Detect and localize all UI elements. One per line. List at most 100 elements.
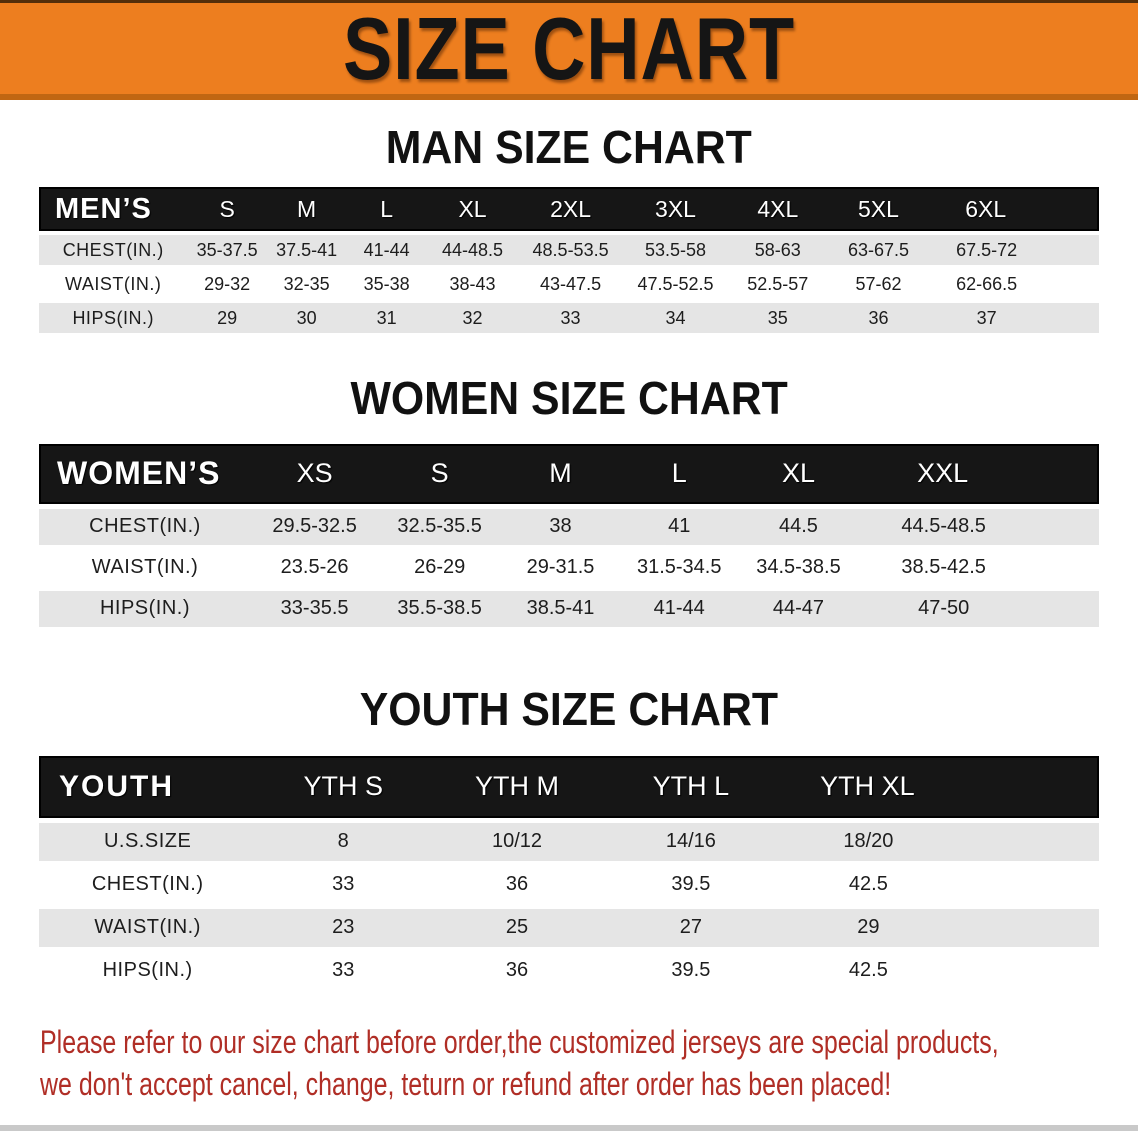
womens-size-table: WOMEN’S XS S M L XL XXL CHEST(IN.) 29.5-32.5 32.5… [39, 439, 1099, 632]
size-column-header: YTH S [256, 755, 431, 818]
size-column-header: YTH M [430, 755, 604, 818]
table-header-row: YOUTH YTH S YTH M YTH L YTH XL [39, 755, 1099, 818]
size-column-header: 2XL [518, 187, 624, 232]
table-header-row: MEN’S S M L XL 2XL 3XL 4XL 5XL 6XL [39, 187, 1099, 232]
size-value-cell: 67.5-72 [929, 235, 1099, 266]
size-value-cell: 30 [266, 303, 347, 334]
disclaimer-line-1: Please refer to our size chart before or… [40, 1023, 999, 1060]
table-title-cell: YOUTH [39, 755, 257, 818]
size-column-header: M [266, 187, 347, 232]
size-value-cell: 29.5-32.5 [251, 508, 379, 545]
size-value-cell: 37 [929, 303, 1099, 334]
size-value-cell: 31.5-34.5 [619, 549, 739, 586]
measurement-label: CHEST(IN.) [39, 508, 251, 545]
size-value-cell: 25 [430, 908, 604, 947]
size-value-cell: 35 [727, 303, 828, 334]
size-value-cell: 53.5-58 [623, 235, 728, 266]
measurement-label: HIPS(IN.) [39, 590, 251, 627]
size-column-header: M [501, 443, 620, 504]
section-heading-men: MAN SIZE CHART [0, 121, 1138, 173]
size-value-cell: 38-43 [426, 269, 519, 300]
banner: SIZE CHART [0, 0, 1138, 100]
size-value-cell: 32-35 [266, 269, 347, 300]
size-value-cell: 29 [777, 908, 1099, 947]
size-column-header: XXL [858, 443, 1099, 504]
size-value-cell: 33 [256, 865, 431, 904]
size-value-cell: 52.5-57 [727, 269, 828, 300]
measurement-row: HIPS(IN.) 33 36 39.5 42.5 [39, 951, 1099, 990]
table-title-cell: MEN’S [39, 187, 188, 232]
size-value-cell: 31 [346, 303, 427, 334]
size-value-cell: 34 [623, 303, 728, 334]
size-column-header: L [619, 443, 739, 504]
size-value-cell: 32.5-35.5 [378, 508, 502, 545]
size-value-cell: 41-44 [346, 235, 427, 266]
size-value-cell: 41 [619, 508, 739, 545]
size-value-cell: 44.5 [738, 508, 859, 545]
size-value-cell: 39.5 [603, 865, 778, 904]
size-value-cell: 63-67.5 [827, 235, 930, 266]
size-column-header: 4XL [727, 187, 828, 232]
table-title-cell: WOMEN’S [39, 443, 251, 504]
size-value-cell: 18/20 [777, 822, 1099, 861]
measurement-row: HIPS(IN.) 33-35.5 35.5-38.5 38.5-41 41-44 44-… [39, 590, 1099, 627]
disclaimer-line-2: we don't accept cancel, change, teturn o… [40, 1066, 892, 1103]
size-value-cell: 43-47.5 [518, 269, 624, 300]
size-value-cell: 58-63 [727, 235, 828, 266]
size-column-header: YTH L [603, 755, 778, 818]
size-column-header: XL [426, 187, 519, 232]
size-value-cell: 29-31.5 [501, 549, 620, 586]
measurement-row: WAIST(IN.) 29-32 32-35 35-38 38-43 43-47.5 47.… [39, 269, 1099, 300]
size-value-cell: 38.5-42.5 [858, 549, 1099, 586]
size-value-cell: 36 [430, 865, 604, 904]
size-value-cell: 44-48.5 [426, 235, 519, 266]
size-column-header: S [187, 187, 267, 232]
size-value-cell: 36 [827, 303, 930, 334]
size-column-header: 6XL [929, 187, 1099, 232]
section-heading-youth: YOUTH SIZE CHART [0, 682, 1138, 735]
size-column-header: XL [738, 443, 859, 504]
size-value-cell: 37.5-41 [266, 235, 347, 266]
size-column-header: YTH XL [777, 755, 1099, 818]
size-column-header: S [378, 443, 502, 504]
size-value-cell: 35-37.5 [187, 235, 267, 266]
size-value-cell: 8 [256, 822, 431, 861]
size-value-cell: 10/12 [430, 822, 604, 861]
size-value-cell: 62-66.5 [929, 269, 1099, 300]
size-value-cell: 33-35.5 [251, 590, 379, 627]
size-value-cell: 38.5-41 [501, 590, 620, 627]
measurement-label: U.S.SIZE [39, 822, 257, 861]
measurement-row: CHEST(IN.) 29.5-32.5 32.5-35.5 38 41 44.5 44.5… [39, 508, 1099, 545]
section-heading-men-text: MAN SIZE CHART [385, 121, 752, 173]
size-value-cell: 23.5-26 [251, 549, 379, 586]
measurement-row: WAIST(IN.) 23 25 27 29 [39, 908, 1099, 947]
size-value-cell: 41-44 [619, 590, 739, 627]
size-value-cell: 33 [518, 303, 624, 334]
size-value-cell: 57-62 [827, 269, 930, 300]
size-value-cell: 34.5-38.5 [738, 549, 859, 586]
size-value-cell: 39.5 [603, 951, 778, 990]
size-value-cell: 47.5-52.5 [623, 269, 728, 300]
banner-title: SIZE CHART [343, 0, 795, 98]
measurement-label: WAIST(IN.) [39, 908, 257, 947]
bottom-divider [0, 1125, 1138, 1131]
size-value-cell: 38 [501, 508, 620, 545]
measurement-row: U.S.SIZE 8 10/12 14/16 18/20 [39, 822, 1099, 861]
youth-size-table: YOUTH YTH S YTH M YTH L YTH XL U.S.SIZE 8 10/12… [39, 751, 1099, 995]
size-column-header: XS [251, 443, 379, 504]
measurement-label: HIPS(IN.) [39, 303, 188, 334]
size-value-cell: 36 [430, 951, 604, 990]
size-value-cell: 26-29 [378, 549, 502, 586]
section-heading-women-text: WOMEN SIZE CHART [350, 372, 788, 425]
measurement-label: WAIST(IN.) [39, 549, 251, 586]
size-value-cell: 29 [187, 303, 267, 334]
section-heading-youth-text: YOUTH SIZE CHART [359, 682, 779, 735]
size-value-cell: 35.5-38.5 [378, 590, 502, 627]
measurement-row: CHEST(IN.) 35-37.5 37.5-41 41-44 44-48.5 48.5… [39, 235, 1099, 266]
size-column-header: 3XL [623, 187, 728, 232]
size-value-cell: 44.5-48.5 [858, 508, 1099, 545]
measurement-label: CHEST(IN.) [39, 235, 188, 266]
table-header-row: WOMEN’S XS S M L XL XXL [39, 443, 1099, 504]
size-value-cell: 48.5-53.5 [518, 235, 624, 266]
